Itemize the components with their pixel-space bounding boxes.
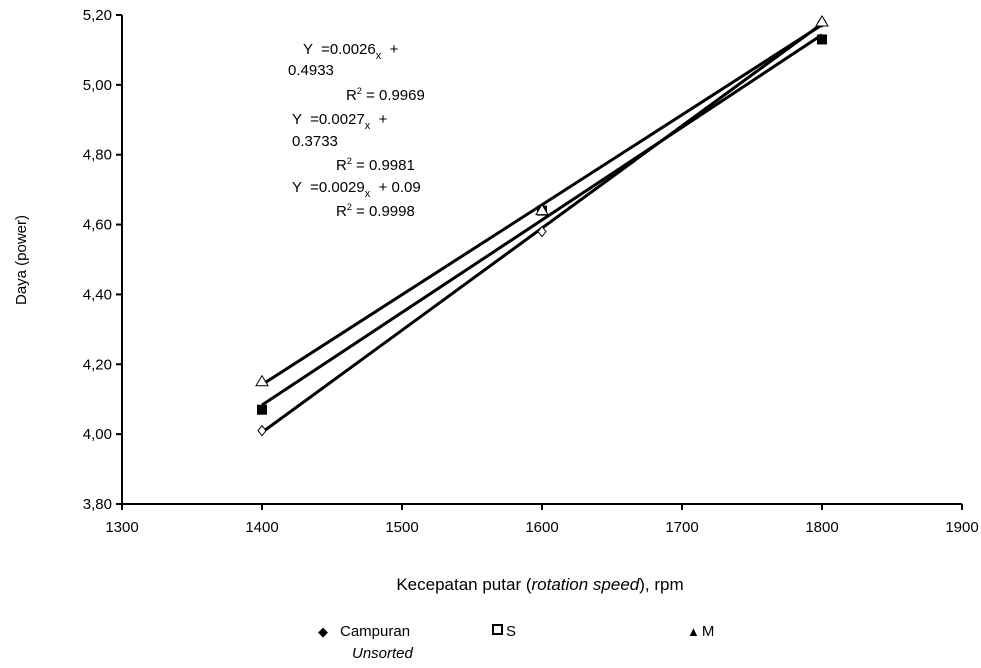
legend-item-m: ▲ M [687,623,715,640]
equation-3: Y =0.0029x + 0.09 [292,179,421,200]
legend-item-campuran: ◆ Campuran [318,623,411,640]
y-tick-label: 4,00 [83,426,112,443]
x-tick-label: 1900 [945,519,978,536]
equation-1: Y =0.0026x + [303,41,399,62]
point-triangle [535,203,549,216]
x-axis-label: Kecepatan putar (rotation speed), rpm [396,575,683,594]
diamond-icon: ◆ [318,624,328,639]
y-tick-label: 5,00 [83,77,112,94]
equation-2-intercept: 0.3733 [292,133,338,150]
y-tick-label: 3,80 [83,496,112,513]
x-tick-label: 1700 [665,519,698,536]
point-triangle [255,374,269,387]
tick-labels: 3,80 4,00 4,20 4,40 4,60 4,80 5,00 5,20 1300 1400… [83,7,979,536]
trend-line-s [261,33,823,407]
x-tick-label: 1800 [805,519,838,536]
legend-item-s: S [492,623,516,640]
x-tick-label: 1400 [245,519,278,536]
equation-2-r2: R2 = 0.9981 [336,156,415,174]
legend-item-unsorted: Unsorted [352,645,413,662]
triangle-icon: ▲ [687,624,700,639]
y-tick-label: 4,40 [83,286,112,303]
point-square [817,34,827,45]
point-square [257,404,267,415]
y-tick-label: 4,80 [83,147,112,164]
y-tick-label: 5,20 [83,7,112,24]
square-icon [492,624,503,635]
point-diamond [537,225,547,238]
x-tick-label: 1500 [385,519,418,536]
equation-1-intercept: 0.4933 [288,62,334,79]
equation-3-r2: R2 = 0.9998 [336,202,415,220]
equation-1-r2: R2 = 0.9969 [346,86,425,104]
y-axis-label: Daya (power) [13,215,30,305]
x-tick-label: 1300 [105,519,138,536]
equation-2: Y =0.0027x + [292,111,388,132]
data-points [255,15,829,437]
y-tick-label: 4,20 [83,356,112,373]
point-triangle [815,15,829,27]
point-diamond [257,424,267,437]
axes [116,14,963,510]
x-tick-label: 1600 [525,519,558,536]
y-tick-label: 4,60 [83,217,112,234]
